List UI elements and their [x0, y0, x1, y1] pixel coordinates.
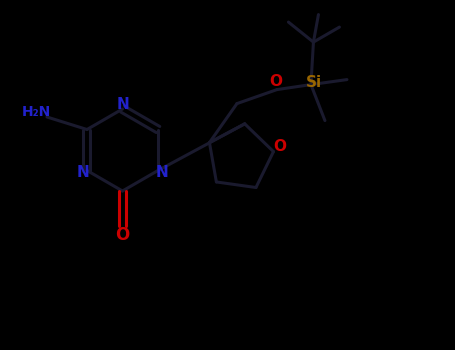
Text: H₂N: H₂N — [21, 105, 51, 119]
Text: Si: Si — [305, 75, 322, 90]
Text: O: O — [273, 139, 286, 154]
Text: N: N — [76, 165, 89, 180]
Text: O: O — [269, 74, 283, 89]
Text: O: O — [116, 226, 130, 244]
Text: N: N — [156, 165, 168, 180]
Text: N: N — [116, 98, 129, 112]
